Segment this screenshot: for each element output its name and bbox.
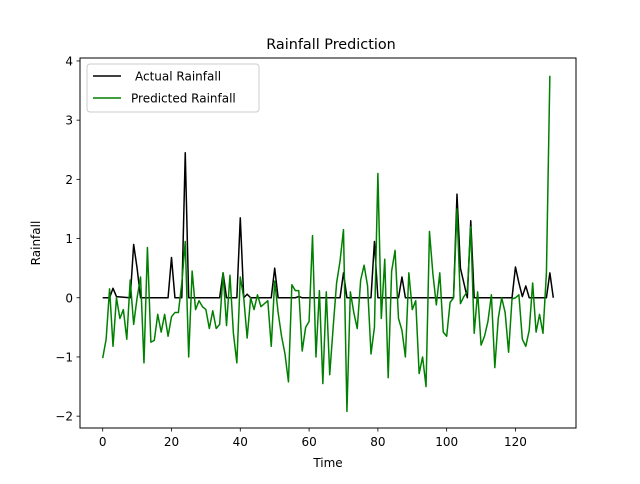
series-line-actual	[102, 151, 555, 299]
y-tick-label: 0	[65, 291, 73, 305]
axes-frame	[79, 57, 577, 429]
x-tick-label: 80	[370, 435, 385, 449]
y-axis-label: Rainfall	[29, 221, 43, 266]
y-tick-label: 3	[65, 114, 73, 128]
x-axis-label: Time	[312, 456, 342, 470]
x-tick-label: 120	[504, 435, 527, 449]
legend: Actual Rainfall Predicted Rainfall	[86, 63, 260, 113]
legend-label-predicted: Predicted Rainfall	[131, 92, 236, 106]
x-tick-label: 60	[301, 435, 316, 449]
y-tick-label: 1	[65, 232, 73, 246]
x-tick-label: 0	[99, 435, 107, 449]
chart-title: Rainfall Prediction	[266, 37, 396, 53]
y-tick-label: −1	[55, 350, 73, 364]
y-tick-label: 4	[65, 54, 73, 68]
y-tick-label: −2	[55, 410, 73, 424]
legend-box	[86, 63, 260, 113]
series-line-predicted	[101, 75, 551, 413]
axis-ticks: 0 20 40 60 80 100 120 −2 −1 0 1 2 3 4	[55, 54, 527, 449]
plot-area	[101, 75, 555, 413]
legend-label-actual: Actual Rainfall	[135, 70, 221, 84]
x-tick-label: 100	[435, 435, 458, 449]
x-tick-label: 20	[164, 435, 179, 449]
y-tick-label: 2	[65, 173, 73, 187]
x-tick-label: 40	[233, 435, 248, 449]
